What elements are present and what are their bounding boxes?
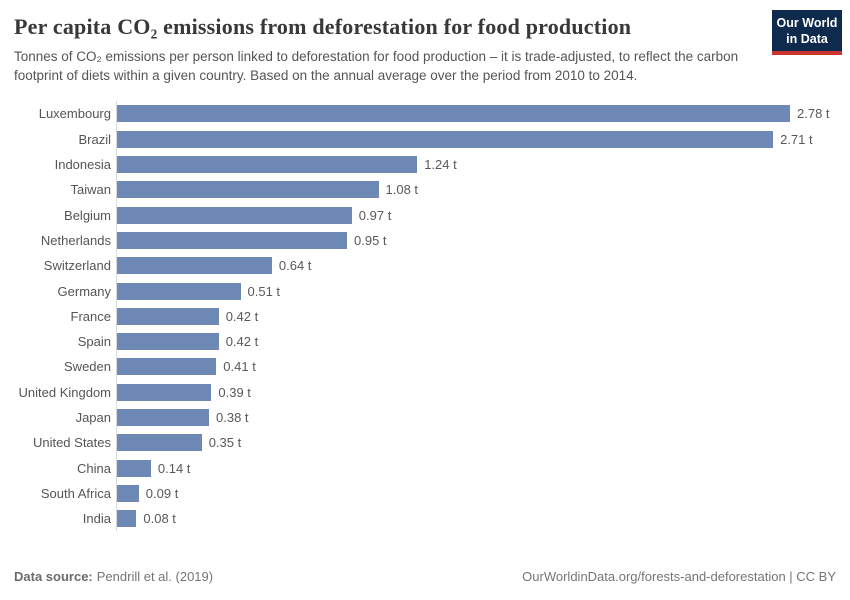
bar-category-label: Indonesia	[54, 157, 111, 173]
bar-row: Luxembourg 2.78 t	[14, 101, 850, 127]
bar-track: 0.95 t	[116, 227, 850, 254]
owid-logo[interactable]: Our World in Data	[772, 10, 842, 55]
bar-track: 0.14 t	[116, 455, 850, 481]
bar-track: 1.08 t	[116, 177, 850, 203]
bar[interactable]	[117, 282, 241, 300]
bar-row: United Kingdom 0.39 t	[14, 379, 850, 405]
bar-row: India 0.08 t	[14, 506, 850, 532]
owid-logo-line1: Our World	[776, 16, 838, 30]
bar-category-label: South Africa	[40, 485, 111, 501]
bar-track: 1.24 t	[116, 151, 850, 178]
bar-category-label: Brazil	[78, 131, 111, 147]
bar-track: 0.39 t	[116, 379, 850, 405]
bar-row: Sweden 0.41 t	[14, 354, 850, 380]
bar[interactable]	[117, 206, 352, 224]
bar-category-label: Japan	[75, 410, 111, 426]
bar-category-label: Belgium	[64, 207, 111, 223]
bar-value-label: 0.51 t	[247, 283, 281, 299]
bar-value-label: 0.14 t	[157, 460, 191, 476]
bar-row: Japan 0.38 t	[14, 404, 850, 431]
page-title: Per capita CO₂ emissions from deforestat…	[14, 14, 632, 39]
bar-row: Indonesia 1.24 t	[14, 151, 850, 178]
bar-category-label: India	[82, 511, 111, 527]
bar-chart: Luxembourg 2.78 t Brazil 2.71 t Indonesia 1.2…	[0, 101, 850, 532]
bar-value-label: 0.64 t	[278, 258, 312, 274]
bar-category-label: China	[77, 460, 111, 476]
chart-subtitle: Tonnes of CO₂ emissions per person linke…	[14, 49, 739, 84]
bar-track: 0.64 t	[116, 253, 850, 279]
bar[interactable]	[117, 307, 219, 325]
bar-value-label: 0.39 t	[218, 384, 251, 400]
bar[interactable]	[117, 181, 379, 199]
bar-row: Germany 0.51 t	[14, 278, 850, 304]
bar-value-label: 0.09 t	[145, 485, 179, 501]
bar-category-label: Taiwan	[70, 182, 111, 198]
bar-value-label: 2.71 t	[780, 131, 813, 147]
bar-value-label: 0.95 t	[354, 232, 387, 248]
bar-value-label: 0.42 t	[225, 308, 259, 324]
bar[interactable]	[117, 383, 212, 401]
bar-track: 0.38 t	[116, 404, 850, 431]
bar-row: France 0.42 t	[14, 303, 850, 329]
bar-value-label: 0.38 t	[216, 410, 249, 426]
bar[interactable]	[117, 105, 790, 123]
bar-track: 0.42 t	[116, 303, 850, 329]
bar-row: Brazil 2.71 t	[14, 126, 850, 152]
bar-value-label: 0.35 t	[208, 435, 242, 451]
bar-track: 0.51 t	[116, 278, 850, 304]
bar-category-label: United Kingdom	[18, 384, 112, 400]
chart-header: Per capita CO₂ emissions from deforestat…	[0, 0, 850, 85]
bar[interactable]	[117, 231, 347, 249]
bar-track: 2.71 t	[116, 126, 850, 152]
attribution-link[interactable]: OurWorldinData.org/forests-and-deforesta…	[522, 569, 836, 584]
bar[interactable]	[117, 358, 217, 376]
bar[interactable]	[117, 257, 272, 275]
bar-row: Netherlands 0.95 t	[14, 227, 850, 254]
bar[interactable]	[117, 333, 219, 351]
data-source: Data source: Pendrill et al. (2019)	[14, 569, 213, 584]
data-source-text: Pendrill et al. (2019)	[96, 569, 214, 584]
bar-value-label: 0.97 t	[358, 207, 392, 223]
bar-row: Switzerland 0.64 t	[14, 253, 850, 279]
bar-value-label: 1.08 t	[385, 182, 419, 198]
bar-value-label: 0.41 t	[223, 359, 256, 375]
bar-value-label: 0.08 t	[143, 511, 176, 527]
bar-category-label: Switzerland	[43, 258, 111, 274]
bar-row: South Africa 0.09 t	[14, 480, 850, 507]
bar[interactable]	[117, 510, 137, 528]
bar-row: Spain 0.42 t	[14, 328, 850, 355]
bar-track: 0.35 t	[116, 430, 850, 456]
owid-logo-line2: in Data	[786, 32, 828, 46]
bar-row: China 0.14 t	[14, 455, 850, 481]
bar-track: 0.41 t	[116, 354, 850, 380]
bar-category-label: Sweden	[64, 359, 111, 375]
bar-track: 0.97 t	[116, 202, 850, 228]
bar-category-label: Netherlands	[40, 232, 111, 248]
bar[interactable]	[117, 156, 418, 174]
bar-track: 0.08 t	[116, 506, 850, 532]
bar-row: Taiwan 1.08 t	[14, 177, 850, 203]
bar-category-label: United States	[32, 435, 111, 451]
bar[interactable]	[117, 409, 209, 427]
bar-category-label: Luxembourg	[38, 106, 111, 122]
bar-value-label: 2.78 t	[797, 106, 830, 122]
chart-footer: Data source: Pendrill et al. (2019) OurWo…	[14, 569, 836, 584]
bar[interactable]	[117, 434, 202, 452]
bar-track: 0.42 t	[116, 328, 850, 355]
bar[interactable]	[117, 459, 151, 477]
bar[interactable]	[117, 130, 774, 148]
bar-track: 0.09 t	[116, 480, 850, 507]
bar-category-label: France	[70, 308, 111, 324]
bar-category-label: Spain	[77, 334, 111, 350]
bar[interactable]	[117, 484, 139, 502]
bar-value-label: 0.42 t	[225, 334, 259, 350]
bar-row: Belgium 0.97 t	[14, 202, 850, 228]
bar-category-label: Germany	[57, 283, 111, 299]
bar-row: United States 0.35 t	[14, 430, 850, 456]
bar-value-label: 1.24 t	[424, 157, 457, 173]
data-source-label: Data source:	[14, 569, 93, 584]
bar-track: 2.78 t	[116, 101, 850, 127]
